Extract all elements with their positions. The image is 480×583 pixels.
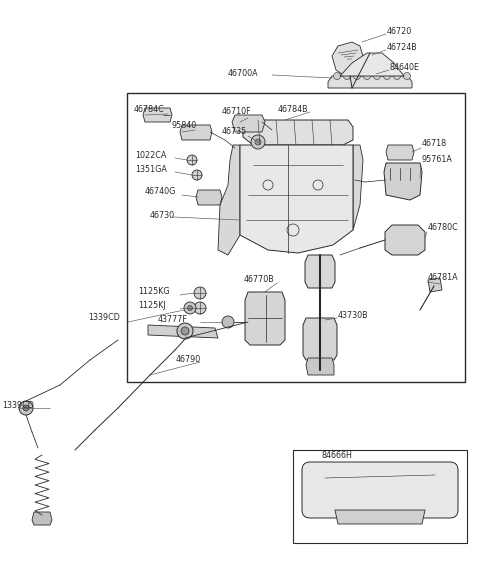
Text: 1125KG: 1125KG bbox=[138, 287, 169, 297]
Bar bbox=[127, 93, 465, 382]
Text: 46781A: 46781A bbox=[428, 273, 458, 283]
Polygon shape bbox=[240, 145, 353, 253]
Text: 43730B: 43730B bbox=[338, 311, 369, 319]
Circle shape bbox=[177, 323, 193, 339]
Polygon shape bbox=[305, 255, 335, 288]
Polygon shape bbox=[218, 145, 240, 255]
Polygon shape bbox=[243, 120, 353, 145]
Text: 95840: 95840 bbox=[171, 121, 196, 131]
Text: 46710F: 46710F bbox=[222, 107, 252, 117]
Circle shape bbox=[334, 72, 340, 79]
Circle shape bbox=[384, 72, 391, 79]
Circle shape bbox=[192, 170, 202, 180]
Polygon shape bbox=[335, 510, 425, 524]
Circle shape bbox=[251, 135, 265, 149]
Polygon shape bbox=[340, 53, 404, 76]
Text: 46700A: 46700A bbox=[228, 68, 259, 78]
Polygon shape bbox=[196, 190, 222, 205]
Text: 46730: 46730 bbox=[150, 210, 175, 220]
Text: 84640E: 84640E bbox=[390, 64, 420, 72]
Circle shape bbox=[344, 72, 350, 79]
Circle shape bbox=[23, 405, 29, 411]
Text: 84666H: 84666H bbox=[322, 451, 352, 459]
Text: 43777F: 43777F bbox=[158, 314, 188, 324]
FancyBboxPatch shape bbox=[302, 462, 458, 518]
Polygon shape bbox=[386, 145, 414, 160]
Text: 46780C: 46780C bbox=[428, 223, 459, 233]
Polygon shape bbox=[384, 163, 422, 200]
Text: 46784C: 46784C bbox=[134, 106, 165, 114]
Text: 1022CA: 1022CA bbox=[135, 152, 167, 160]
Text: 46720: 46720 bbox=[387, 27, 412, 37]
Circle shape bbox=[361, 55, 371, 65]
Circle shape bbox=[404, 72, 410, 79]
Text: 46770B: 46770B bbox=[244, 276, 275, 285]
Text: 95761A: 95761A bbox=[422, 156, 453, 164]
Polygon shape bbox=[32, 512, 52, 525]
Polygon shape bbox=[148, 325, 218, 338]
Circle shape bbox=[363, 72, 371, 79]
Polygon shape bbox=[428, 278, 442, 292]
Circle shape bbox=[19, 401, 33, 415]
Polygon shape bbox=[353, 145, 363, 230]
Polygon shape bbox=[180, 125, 212, 140]
Polygon shape bbox=[143, 108, 172, 122]
Circle shape bbox=[194, 302, 206, 314]
Text: 46784B: 46784B bbox=[278, 106, 309, 114]
Circle shape bbox=[184, 302, 196, 314]
Circle shape bbox=[353, 72, 360, 79]
Circle shape bbox=[188, 305, 192, 311]
Text: 1339CD: 1339CD bbox=[2, 401, 34, 409]
Circle shape bbox=[255, 139, 261, 145]
Polygon shape bbox=[385, 225, 425, 255]
Text: 46740G: 46740G bbox=[145, 188, 176, 196]
Polygon shape bbox=[332, 42, 364, 76]
Bar bbox=[293, 450, 467, 543]
Text: 46718: 46718 bbox=[422, 139, 447, 147]
Circle shape bbox=[181, 327, 189, 335]
Text: 46724B: 46724B bbox=[387, 44, 418, 52]
Text: 1125KJ: 1125KJ bbox=[138, 301, 166, 311]
Polygon shape bbox=[245, 292, 285, 345]
Polygon shape bbox=[303, 318, 337, 360]
Circle shape bbox=[187, 155, 197, 165]
Circle shape bbox=[194, 287, 206, 299]
Circle shape bbox=[364, 58, 368, 62]
Polygon shape bbox=[232, 115, 265, 132]
Text: 46790: 46790 bbox=[176, 356, 201, 364]
Circle shape bbox=[394, 72, 400, 79]
Text: 46735: 46735 bbox=[222, 128, 247, 136]
Text: 1351GA: 1351GA bbox=[135, 166, 167, 174]
Circle shape bbox=[222, 316, 234, 328]
Text: 1339CD: 1339CD bbox=[88, 314, 120, 322]
Circle shape bbox=[373, 72, 381, 79]
Polygon shape bbox=[306, 358, 334, 375]
Polygon shape bbox=[328, 76, 412, 88]
